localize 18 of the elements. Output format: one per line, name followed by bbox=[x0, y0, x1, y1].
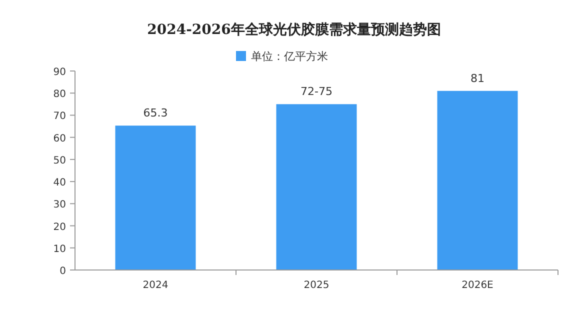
y-tick-label: 60 bbox=[53, 133, 66, 144]
text: 65.3 bbox=[143, 106, 168, 120]
text: 72-75 bbox=[300, 85, 332, 98]
y-tick-label: 90 bbox=[53, 67, 66, 78]
x-tick-label: 2024 bbox=[142, 280, 168, 291]
y-tick-label: 40 bbox=[53, 178, 66, 189]
y-tick-label: 20 bbox=[53, 222, 66, 233]
text: 81 bbox=[470, 72, 484, 85]
x-tick-label: 2026E bbox=[462, 280, 494, 291]
y-tick-label: 0 bbox=[60, 266, 66, 277]
x-tick-label: 2025 bbox=[304, 280, 330, 291]
y-tick-label: 80 bbox=[53, 89, 66, 100]
y-tick-label: 50 bbox=[53, 155, 66, 166]
y-tick-label: 70 bbox=[53, 111, 66, 122]
legend-label: 单位：亿平方米 bbox=[251, 50, 328, 63]
y-tick-label: 30 bbox=[53, 200, 66, 211]
y-tick-label: 10 bbox=[53, 244, 66, 255]
chart-title: 2024-2026年全球光伏胶膜需求量预测趋势图 bbox=[147, 21, 441, 38]
